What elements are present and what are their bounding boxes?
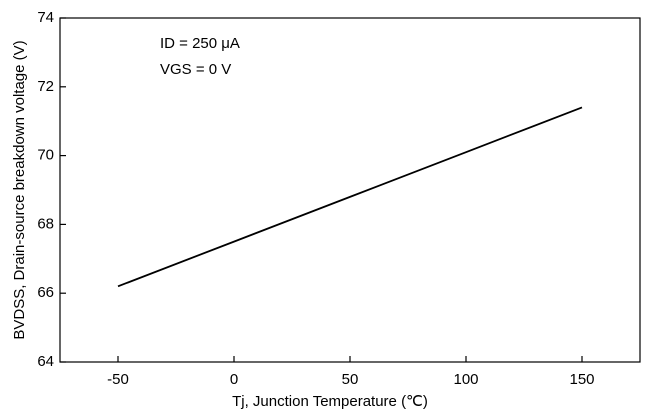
- x-tick-label: 0: [230, 371, 238, 388]
- plot-frame: [60, 18, 640, 362]
- y-axis-label: BVDSS, Drain-source breakdown voltage (V…: [11, 40, 28, 339]
- x-tick-label: 50: [342, 371, 359, 388]
- y-tick-label: 68: [37, 215, 54, 232]
- y-tick-label: 74: [37, 9, 54, 26]
- y-tick-label: 66: [37, 284, 54, 301]
- chart: Tj, Junction Temperature (℃) BVDSS, Drai…: [0, 0, 649, 419]
- y-tick-label: 70: [37, 147, 54, 164]
- data-line: [118, 107, 582, 286]
- x-axis-label: Tj, Junction Temperature (℃): [232, 393, 428, 410]
- x-tick-label: -50: [107, 371, 129, 388]
- annotation: ID = 250 μA: [160, 35, 240, 52]
- y-tick-label: 72: [37, 78, 54, 95]
- annotation: VGS = 0 V: [160, 61, 231, 78]
- y-tick-label: 64: [37, 353, 54, 370]
- x-tick-label: 150: [569, 371, 594, 388]
- x-tick-label: 100: [453, 371, 478, 388]
